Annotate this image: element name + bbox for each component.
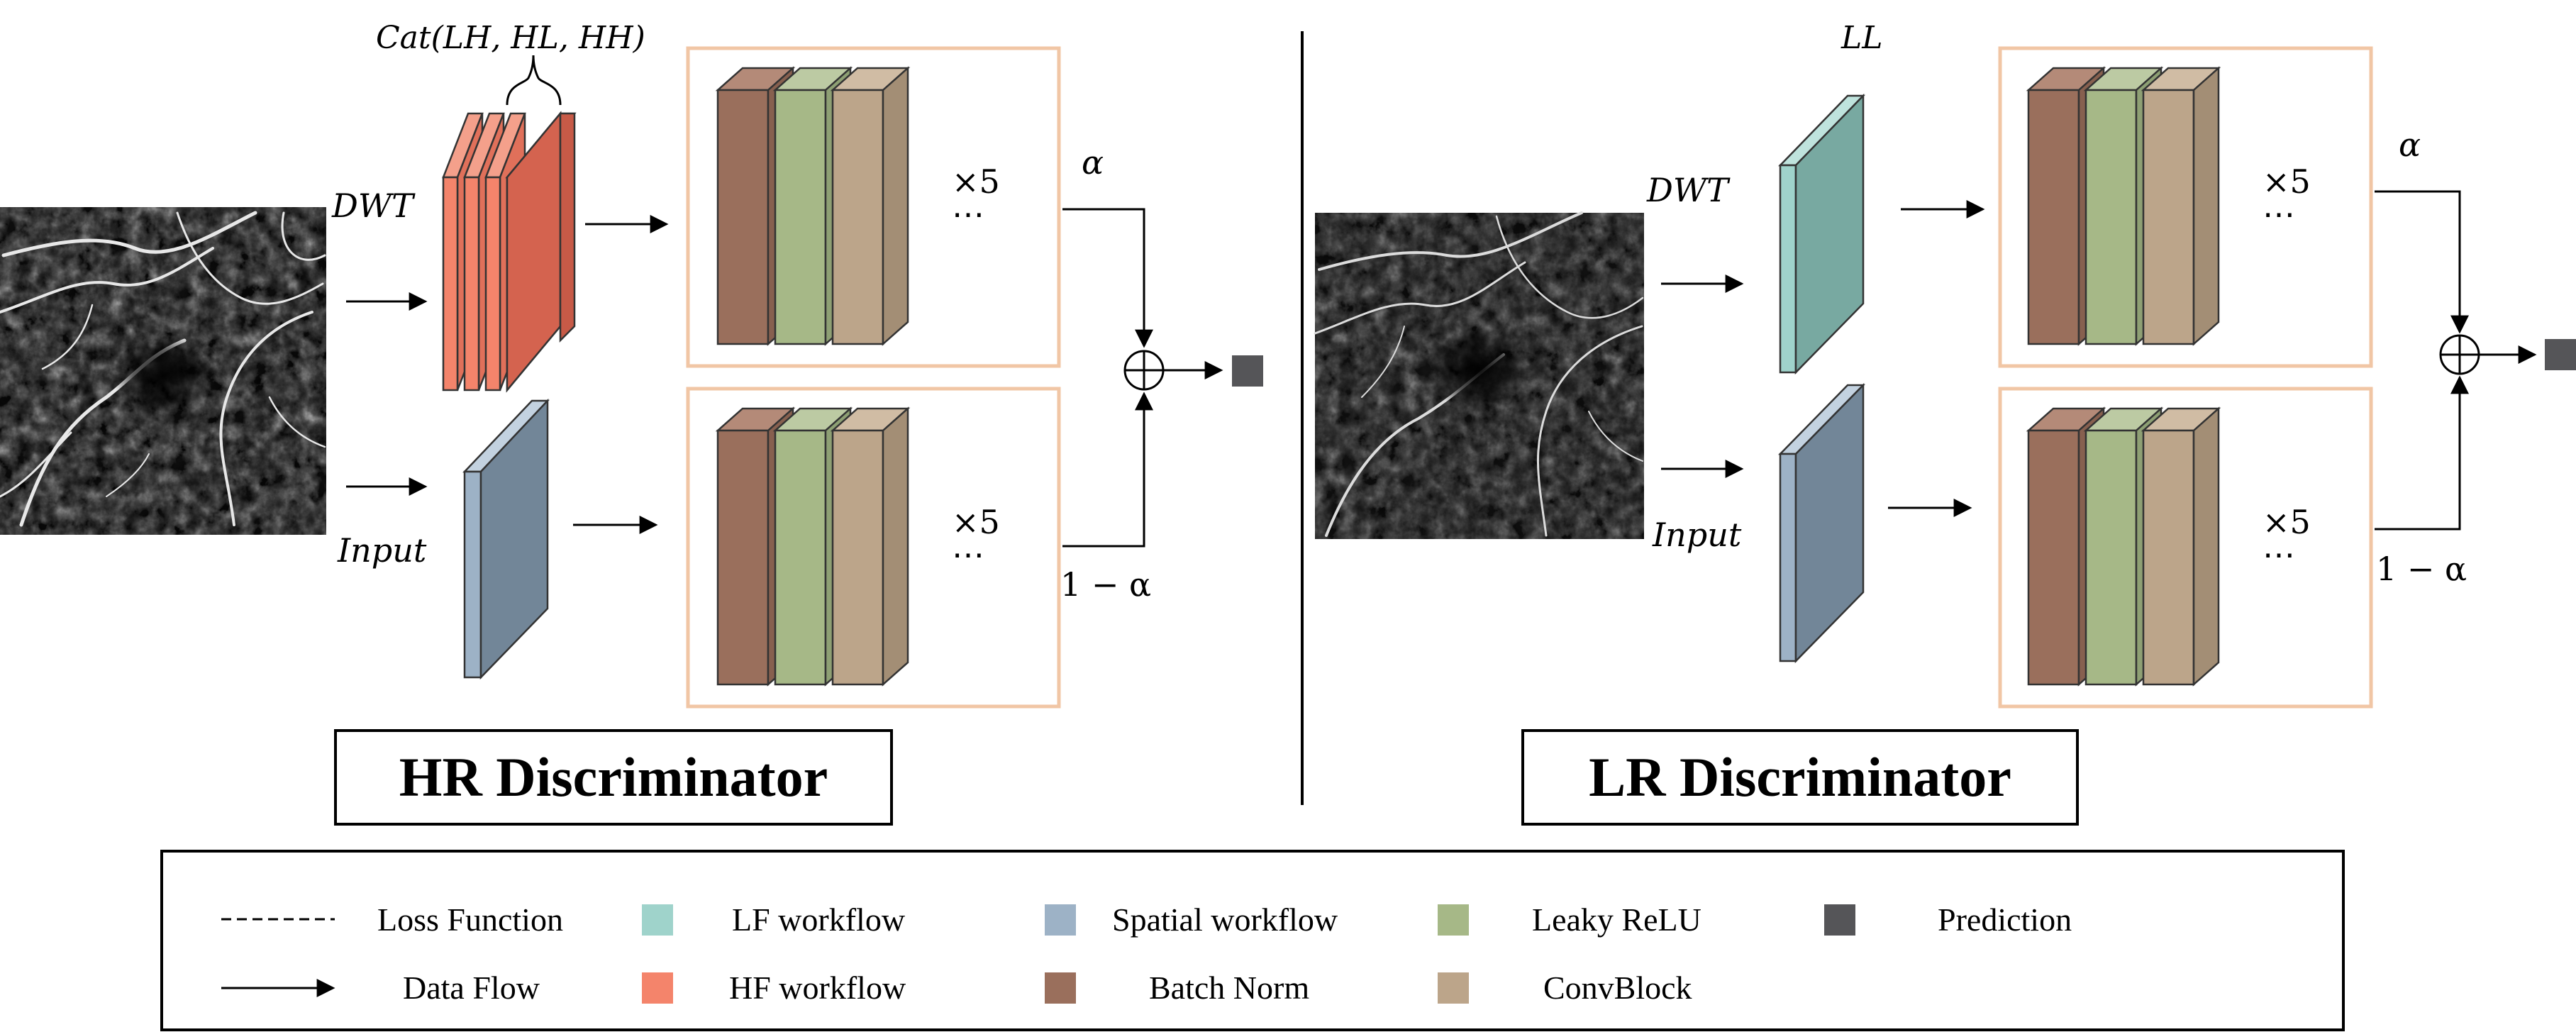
legend-spatial-workflow-swatch — [1045, 904, 1076, 936]
legend-conv-block-label: ConvBlock — [1543, 970, 1692, 1006]
legend-leaky-relu-swatch — [1438, 904, 1469, 936]
lr-top-repeat: ×5 — [2263, 162, 2311, 201]
lr-alpha-line — [2375, 190, 2469, 334]
legend-prediction-label: Prediction — [1938, 901, 2072, 938]
lr-top-layers — [2026, 66, 2221, 346]
lr-alpha-label: α — [2399, 126, 2421, 164]
legend-leaky-relu-label: Leaky ReLU — [1532, 901, 1701, 938]
hr-bottom-convblock-frame — [686, 387, 1061, 709]
hr-hf-feature-block — [442, 111, 577, 393]
hr-top-repeat: ×5 — [952, 162, 1000, 201]
hr-bottom-layers — [715, 406, 911, 687]
lr-bottom-repeat: ×5 — [2263, 503, 2311, 541]
legend-hf-workflow-label: HF workflow — [729, 970, 906, 1006]
lr-one-minus-alpha-label: 1 − α — [2376, 550, 2467, 588]
hr-cat-brace — [506, 55, 562, 106]
lr-top-convblock-frame — [1998, 46, 2373, 368]
lr-retina-image — [1314, 211, 1644, 539]
legend-box — [160, 850, 2345, 1031]
hr-bottom-ellipsis: ⋯ — [952, 536, 984, 574]
legend-batch-norm-label: Batch Norm — [1149, 970, 1309, 1006]
hr-input-label: Input — [337, 531, 427, 570]
hr-alpha-line — [1062, 208, 1153, 348]
lr-ll-label: LL — [1841, 20, 1882, 56]
lr-bottom-layers — [2026, 406, 2221, 687]
hr-retina-image — [0, 207, 326, 535]
hr-title-box — [334, 729, 893, 826]
lr-sum-node — [2439, 334, 2480, 375]
lr-prediction-square — [2545, 339, 2576, 370]
legend-data-flow-label: Data Flow — [403, 970, 540, 1006]
lr-lf-feature-block — [1778, 93, 1865, 375]
legend-spatial-workflow-label: Spatial workflow — [1112, 901, 1338, 938]
lr-dwt-label: DWT — [1646, 171, 1731, 209]
legend-lf-workflow-label: LF workflow — [732, 901, 906, 938]
hr-top-layers — [715, 66, 911, 346]
lr-spatial-feature-block — [1778, 382, 1865, 664]
lr-title-box — [1521, 729, 2079, 826]
lr-one-minus-alpha-line — [2375, 375, 2469, 531]
lr-bottom-convblock-frame — [1998, 387, 2373, 709]
hr-spatial-feature-block — [462, 398, 550, 680]
hr-alpha-label: α — [1082, 143, 1104, 182]
hr-bottom-repeat: ×5 — [952, 503, 1000, 541]
hr-cat-label: Cat(LH, HL, HH) — [376, 20, 645, 56]
hr-one-minus-alpha-label: 1 − α — [1060, 565, 1151, 604]
legend-batch-norm-swatch — [1045, 972, 1076, 1004]
lr-bottom-ellipsis: ⋯ — [2263, 536, 2295, 574]
hr-top-ellipsis: ⋯ — [952, 195, 984, 233]
legend-conv-block-swatch — [1438, 972, 1469, 1004]
hr-title: HR Discriminator — [399, 746, 828, 808]
hr-one-minus-alpha-line — [1062, 392, 1153, 548]
lr-top-ellipsis: ⋯ — [2263, 195, 2295, 233]
hr-dwt-label: DWT — [331, 187, 416, 225]
legend-prediction-swatch — [1824, 904, 1855, 936]
legend-lf-workflow-swatch — [642, 904, 673, 936]
hr-sum-node — [1123, 350, 1165, 391]
legend-loss-function-label: Loss Function — [377, 901, 563, 938]
legend-hf-workflow-swatch — [642, 972, 673, 1004]
hr-top-convblock-frame — [686, 46, 1061, 368]
lr-input-label: Input — [1652, 516, 1742, 554]
lr-title: LR Discriminator — [1589, 746, 2011, 808]
hr-prediction-square — [1232, 355, 1263, 387]
